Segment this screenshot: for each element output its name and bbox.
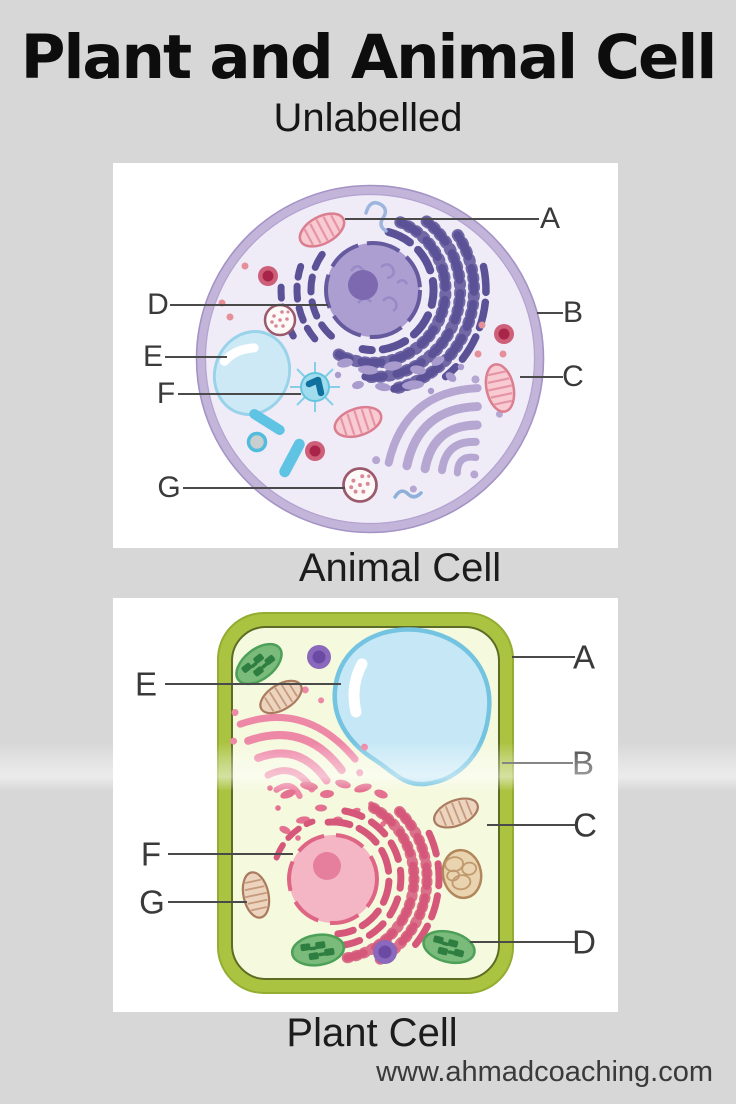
leader-line-e [165,683,341,685]
label-f: F [156,377,176,410]
leader-line-a [512,656,575,658]
label-c: C [573,806,597,844]
vesicle-ring [246,431,268,453]
squiggle [393,489,423,499]
animal-cell-caption: Animal Cell [298,546,502,590]
label-c: C [562,360,584,393]
lysosome [263,303,297,337]
smooth-er [334,356,465,395]
label-e: E [134,665,158,703]
vesicle [258,266,278,286]
peroxisome [373,940,397,964]
leader-line-e [165,356,227,358]
centrosome [290,362,340,412]
plant-cell-panel: A B C D E F G [113,598,618,1012]
cytoskeleton-rods [249,409,305,478]
nucleolus [313,852,341,880]
leader-line-a [345,218,539,220]
website-url: www.ahmadcoaching.com [376,1056,713,1088]
label-d: D [147,288,169,321]
plant-cell-caption: Plant Cell [286,1011,458,1055]
vesicle [494,324,514,344]
peroxisome [307,645,331,669]
label-a: A [539,202,561,235]
label-d: D [572,923,596,961]
nucleus [324,241,422,339]
leader-line-d [470,941,575,943]
leader-line-b [502,762,573,764]
page-subtitle: Unlabelled [273,96,463,140]
label-b: B [562,296,584,329]
rough-er [273,802,443,965]
label-g: G [139,883,165,921]
label-e: E [142,340,164,373]
vesicle [305,441,325,461]
leader-line-c [520,376,563,378]
label-g: G [157,471,181,504]
label-f: F [140,835,162,873]
nucleolus [348,270,378,300]
animal-cell-panel: A B C D E F G [113,163,618,548]
nucleus [287,833,379,925]
label-b: B [571,744,595,782]
leader-line-d [170,304,328,306]
leader-line-f [178,393,301,395]
page-title: Plant and Animal Cell [20,22,717,93]
leader-line-c [487,824,575,826]
label-a: A [572,638,596,676]
leader-line-f [168,853,293,855]
plant-cell-diagram [217,612,514,994]
leader-line-g [183,487,345,489]
leader-line-g [168,901,247,903]
golgi-apparatus [372,375,503,493]
starch-granule [441,848,483,900]
flagellum-squiggle [364,200,388,233]
leader-line-b [537,312,563,314]
lysosome [342,467,378,503]
